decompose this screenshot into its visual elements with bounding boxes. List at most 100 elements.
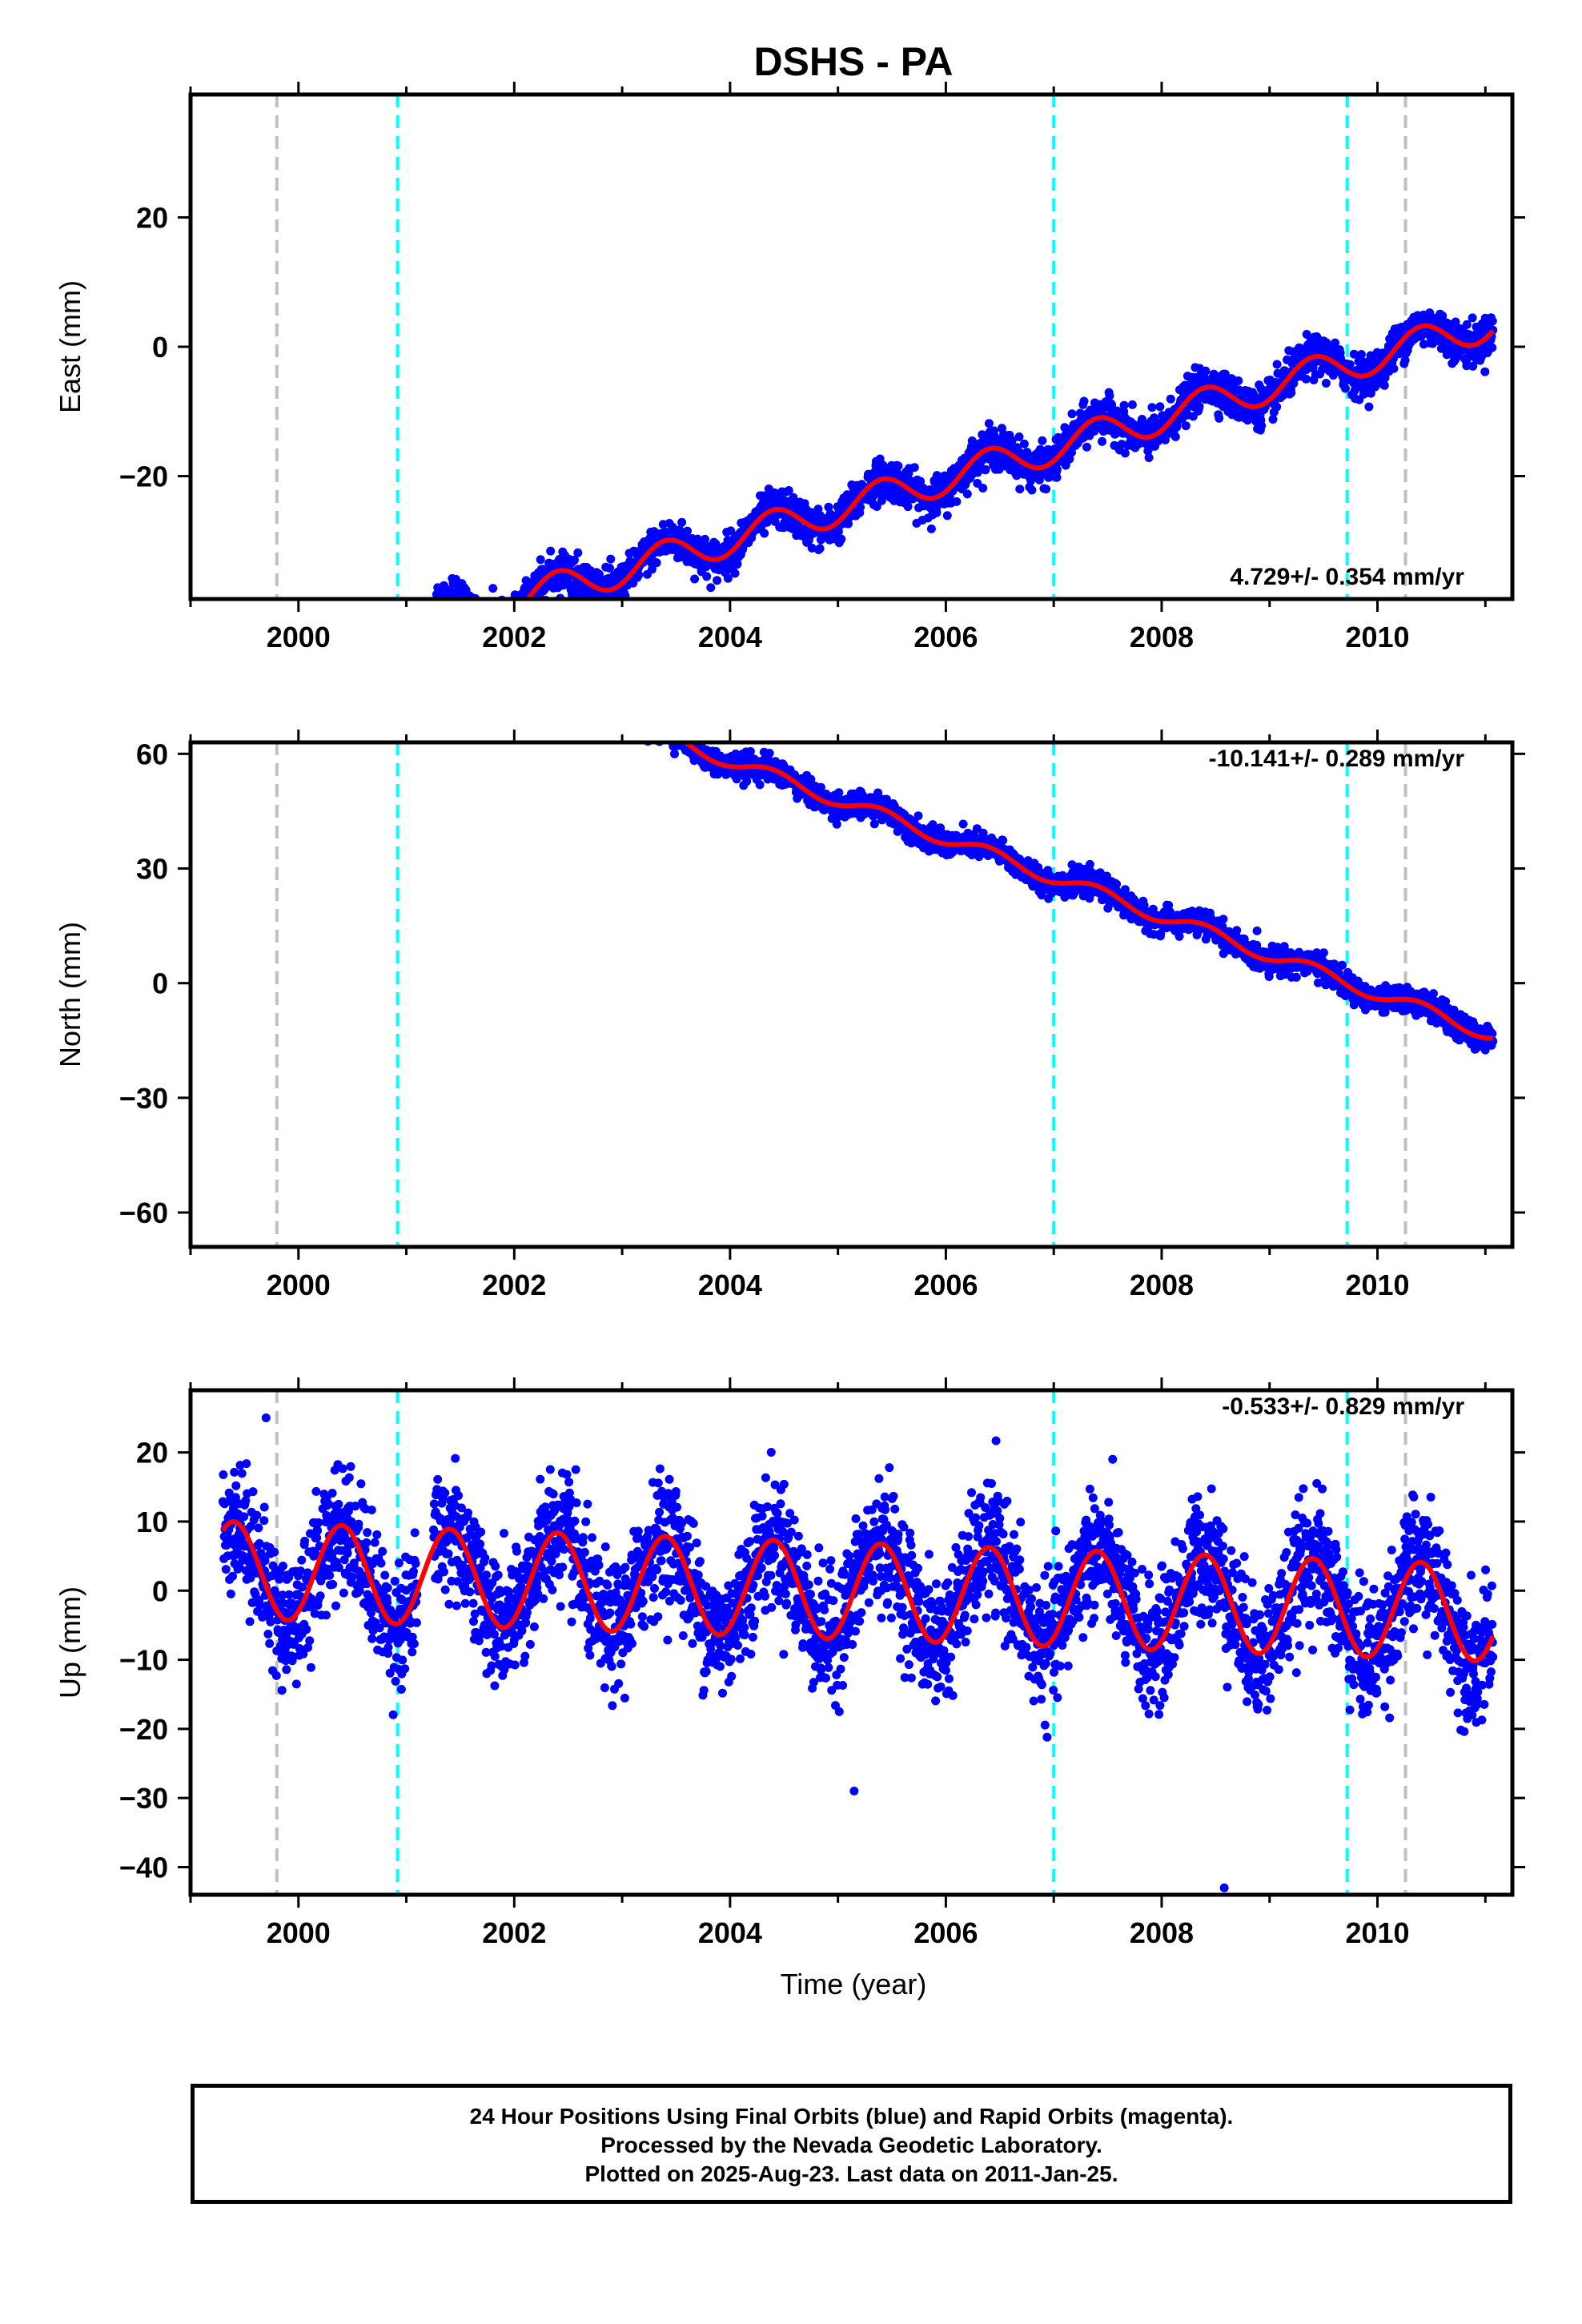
east-point: [1155, 402, 1165, 412]
north-point: [652, 728, 661, 737]
east-point: [411, 630, 420, 639]
north-point: [408, 649, 416, 657]
east-point: [225, 663, 234, 672]
east-point: [278, 669, 287, 677]
east-point: [378, 654, 387, 663]
north-point: [512, 674, 520, 683]
north-point: [335, 606, 343, 615]
north-point: [592, 700, 601, 709]
north-point: [554, 690, 563, 699]
north-point: [524, 679, 532, 688]
north-point: [568, 686, 576, 694]
north-point: [540, 682, 548, 690]
east-point: [239, 671, 247, 680]
north-point: [339, 603, 348, 612]
north-point: [243, 581, 252, 589]
north-point: [432, 643, 440, 652]
north-point: [466, 661, 475, 670]
north-point: [255, 588, 263, 597]
north-point: [315, 611, 323, 620]
east-point: [237, 654, 246, 663]
north-point: [552, 678, 560, 687]
north-point: [576, 698, 584, 706]
north-point: [327, 606, 336, 615]
north-point: [246, 585, 255, 594]
north-point: [619, 718, 628, 726]
north-point: [302, 605, 311, 613]
north-point: [493, 677, 502, 686]
north-point: [501, 682, 510, 691]
east-point: [289, 661, 298, 670]
east-point: [546, 546, 556, 556]
north-point: [379, 634, 387, 643]
north-point: [526, 699, 535, 708]
north-point: [460, 646, 468, 655]
east-point: [231, 684, 240, 693]
north-point: [665, 730, 673, 739]
north-point: [377, 632, 386, 641]
east-point: [287, 665, 296, 674]
east-point: [386, 659, 395, 668]
east-point: [299, 668, 308, 677]
north-point: [604, 718, 612, 726]
east-point: [512, 611, 520, 620]
north-point: [447, 659, 456, 668]
east-point: [401, 642, 410, 651]
north-point: [376, 636, 385, 645]
east-point: [469, 620, 478, 629]
east-point: [343, 628, 351, 637]
east-point: [690, 574, 700, 584]
north-point: [475, 668, 484, 677]
north-point: [571, 697, 580, 706]
north-point: [231, 568, 239, 577]
north-point: [528, 680, 536, 689]
north-point: [375, 645, 384, 654]
east-point: [1079, 396, 1089, 406]
north-point: [610, 717, 619, 726]
north-point: [585, 714, 594, 722]
east-point: [397, 633, 406, 641]
north-point: [241, 576, 250, 585]
east-point: [251, 672, 259, 681]
north-point: [460, 654, 468, 663]
north-point: [304, 609, 313, 618]
north-point: [490, 696, 499, 705]
east-point: [358, 641, 367, 650]
east-point: [952, 497, 962, 506]
east-point: [235, 659, 243, 668]
east-point: [224, 669, 233, 677]
east-point: [228, 646, 237, 655]
north-point: [437, 638, 446, 647]
east-point: [291, 668, 300, 677]
north-point: [287, 604, 295, 613]
east-point: [815, 544, 825, 553]
north-point: [234, 563, 243, 572]
east-point: [287, 654, 295, 663]
north-point: [664, 725, 673, 734]
north-point: [283, 611, 292, 620]
north-point: [631, 726, 640, 734]
north-point: [472, 670, 481, 679]
north-point: [243, 584, 251, 593]
north-point: [256, 574, 265, 583]
north-point: [408, 653, 417, 661]
north-point: [400, 647, 409, 656]
east-point: [342, 630, 351, 639]
east-point: [362, 645, 371, 653]
east-point: [1082, 442, 1091, 452]
east-point: [230, 661, 239, 670]
north-point: [475, 667, 484, 676]
east-point: [310, 653, 319, 661]
north-point: [398, 630, 407, 639]
east-point: [455, 605, 464, 613]
north-point: [652, 719, 661, 728]
north-point: [387, 641, 396, 650]
east-point: [444, 613, 452, 622]
east-point: [403, 632, 412, 641]
north-point: [586, 703, 595, 712]
north-point: [407, 649, 416, 658]
north-point: [364, 636, 373, 645]
east-point: [403, 637, 412, 646]
east-point: [279, 663, 288, 672]
north-point: [522, 692, 531, 701]
